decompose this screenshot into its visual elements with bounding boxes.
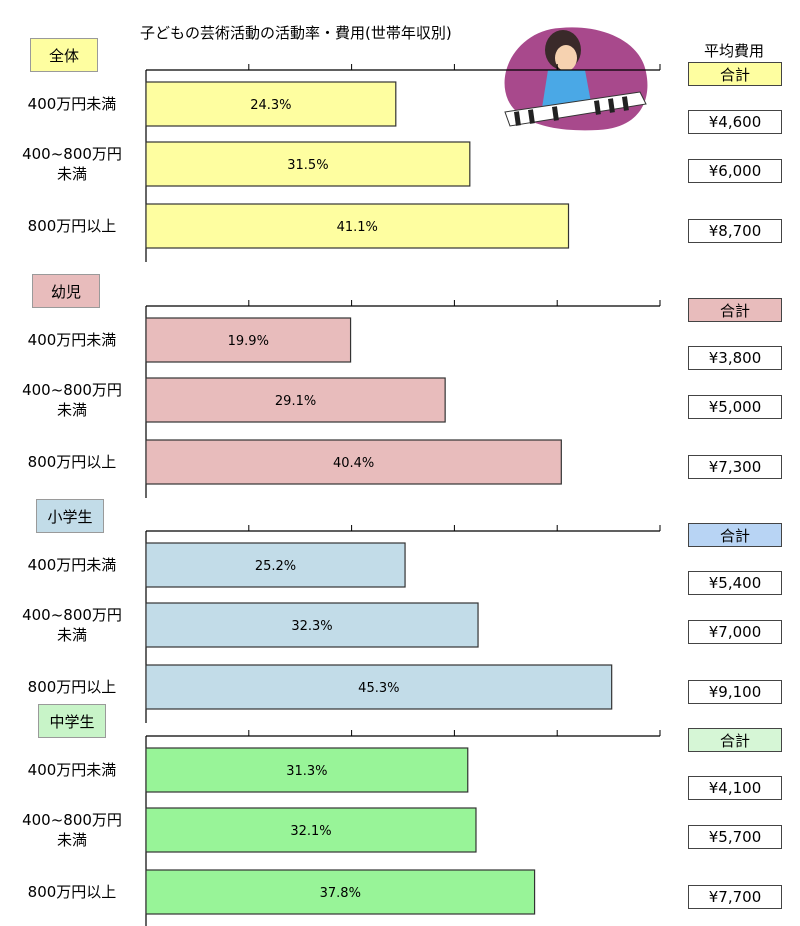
- row-label-line: 未満: [56, 165, 87, 183]
- sum-box: 合計: [688, 523, 782, 547]
- bar-value-label: 29.1%: [275, 394, 316, 409]
- row-label-line: 400~800万円: [22, 811, 122, 829]
- cost-box-400-800: ¥5,700: [688, 825, 782, 849]
- group-tag: 中学生: [38, 704, 106, 738]
- row-label-over-800: 800万円以上: [8, 882, 136, 902]
- bar-3-400-800: [145, 807, 477, 853]
- row-label-line: 800万円以上: [27, 217, 117, 235]
- row-label-line: 未満: [56, 401, 87, 419]
- bar-2-400-800: [145, 602, 479, 648]
- cost-box-over-800: ¥9,100: [688, 680, 782, 704]
- bar-0-under-400: [145, 81, 397, 127]
- bar-1-under-400: [145, 317, 352, 363]
- cost-box-400-800: ¥7,000: [688, 620, 782, 644]
- bar-3-under-400: [145, 747, 469, 793]
- bar-value-label: 41.1%: [337, 220, 378, 235]
- row-label-over-800: 800万円以上: [8, 216, 136, 236]
- row-label-line: 400~800万円: [22, 606, 122, 624]
- cost-box-400-800: ¥5,000: [688, 395, 782, 419]
- row-label-line: 未満: [56, 831, 87, 849]
- bar-value-label: 32.1%: [290, 824, 331, 839]
- row-label-line: 400~800万円: [22, 381, 122, 399]
- bar-value-label: 37.8%: [320, 886, 361, 901]
- row-label-400-800: 400~800万円 未満: [8, 144, 136, 184]
- row-label-line: 400万円未満: [27, 761, 117, 779]
- cost-box-over-800: ¥8,700: [688, 219, 782, 243]
- row-label-line: 800万円以上: [27, 883, 117, 901]
- row-label-under-400: 400万円未満: [8, 760, 136, 780]
- cost-box-under-400: ¥5,400: [688, 571, 782, 595]
- group-tag: 全体: [30, 38, 98, 72]
- bar-value-label: 45.3%: [358, 681, 399, 696]
- row-label-line: 800万円以上: [27, 453, 117, 471]
- row-label-under-400: 400万円未満: [8, 94, 136, 114]
- bar-2-over-800: [145, 664, 613, 710]
- cost-box-under-400: ¥4,600: [688, 110, 782, 134]
- bar-0-over-800: [145, 203, 570, 249]
- bar-value-label: 25.2%: [255, 559, 296, 574]
- group-tag: 幼児: [32, 274, 100, 308]
- piano-girl-illustration: [504, 27, 648, 131]
- bar-1-over-800: [145, 439, 562, 485]
- sum-box: 合計: [688, 298, 782, 322]
- row-label-400-800: 400~800万円 未満: [8, 605, 136, 645]
- bar-value-label: 31.5%: [287, 158, 328, 173]
- bar-value-label: 31.3%: [286, 764, 327, 779]
- row-label-400-800: 400~800万円 未満: [8, 810, 136, 850]
- row-label-line: 800万円以上: [27, 678, 117, 696]
- row-label-over-800: 800万円以上: [8, 677, 136, 697]
- bar-1-400-800: [145, 377, 446, 423]
- bar-value-label: 32.3%: [291, 619, 332, 634]
- bar-value-label: 40.4%: [333, 456, 374, 471]
- bar-3-over-800: [145, 869, 536, 915]
- sum-box: 合計: [688, 728, 782, 752]
- cost-box-400-800: ¥6,000: [688, 159, 782, 183]
- row-label-line: 400万円未満: [27, 331, 117, 349]
- cost-box-under-400: ¥4,100: [688, 776, 782, 800]
- row-label-line: 400~800万円: [22, 145, 122, 163]
- cost-box-under-400: ¥3,800: [688, 346, 782, 370]
- cost-box-over-800: ¥7,700: [688, 885, 782, 909]
- bar-2-under-400: [145, 542, 406, 588]
- row-label-under-400: 400万円未満: [8, 555, 136, 575]
- group-tag: 小学生: [36, 499, 104, 533]
- row-label-line: 400万円未満: [27, 95, 117, 113]
- bar-0-400-800: [145, 141, 471, 187]
- row-label-400-800: 400~800万円 未満: [8, 380, 136, 420]
- chart-title: 子どもの芸術活動の活動率・費用(世帯年収別): [140, 24, 452, 42]
- row-label-under-400: 400万円未満: [8, 330, 136, 350]
- cost-box-over-800: ¥7,300: [688, 455, 782, 479]
- average-cost-header: 平均費用: [703, 42, 764, 60]
- row-label-line: 未満: [56, 626, 87, 644]
- sum-box: 合計: [688, 62, 782, 86]
- bar-value-label: 24.3%: [250, 98, 291, 113]
- bar-value-label: 19.9%: [228, 334, 269, 349]
- row-label-over-800: 800万円以上: [8, 452, 136, 472]
- row-label-line: 400万円未満: [27, 556, 117, 574]
